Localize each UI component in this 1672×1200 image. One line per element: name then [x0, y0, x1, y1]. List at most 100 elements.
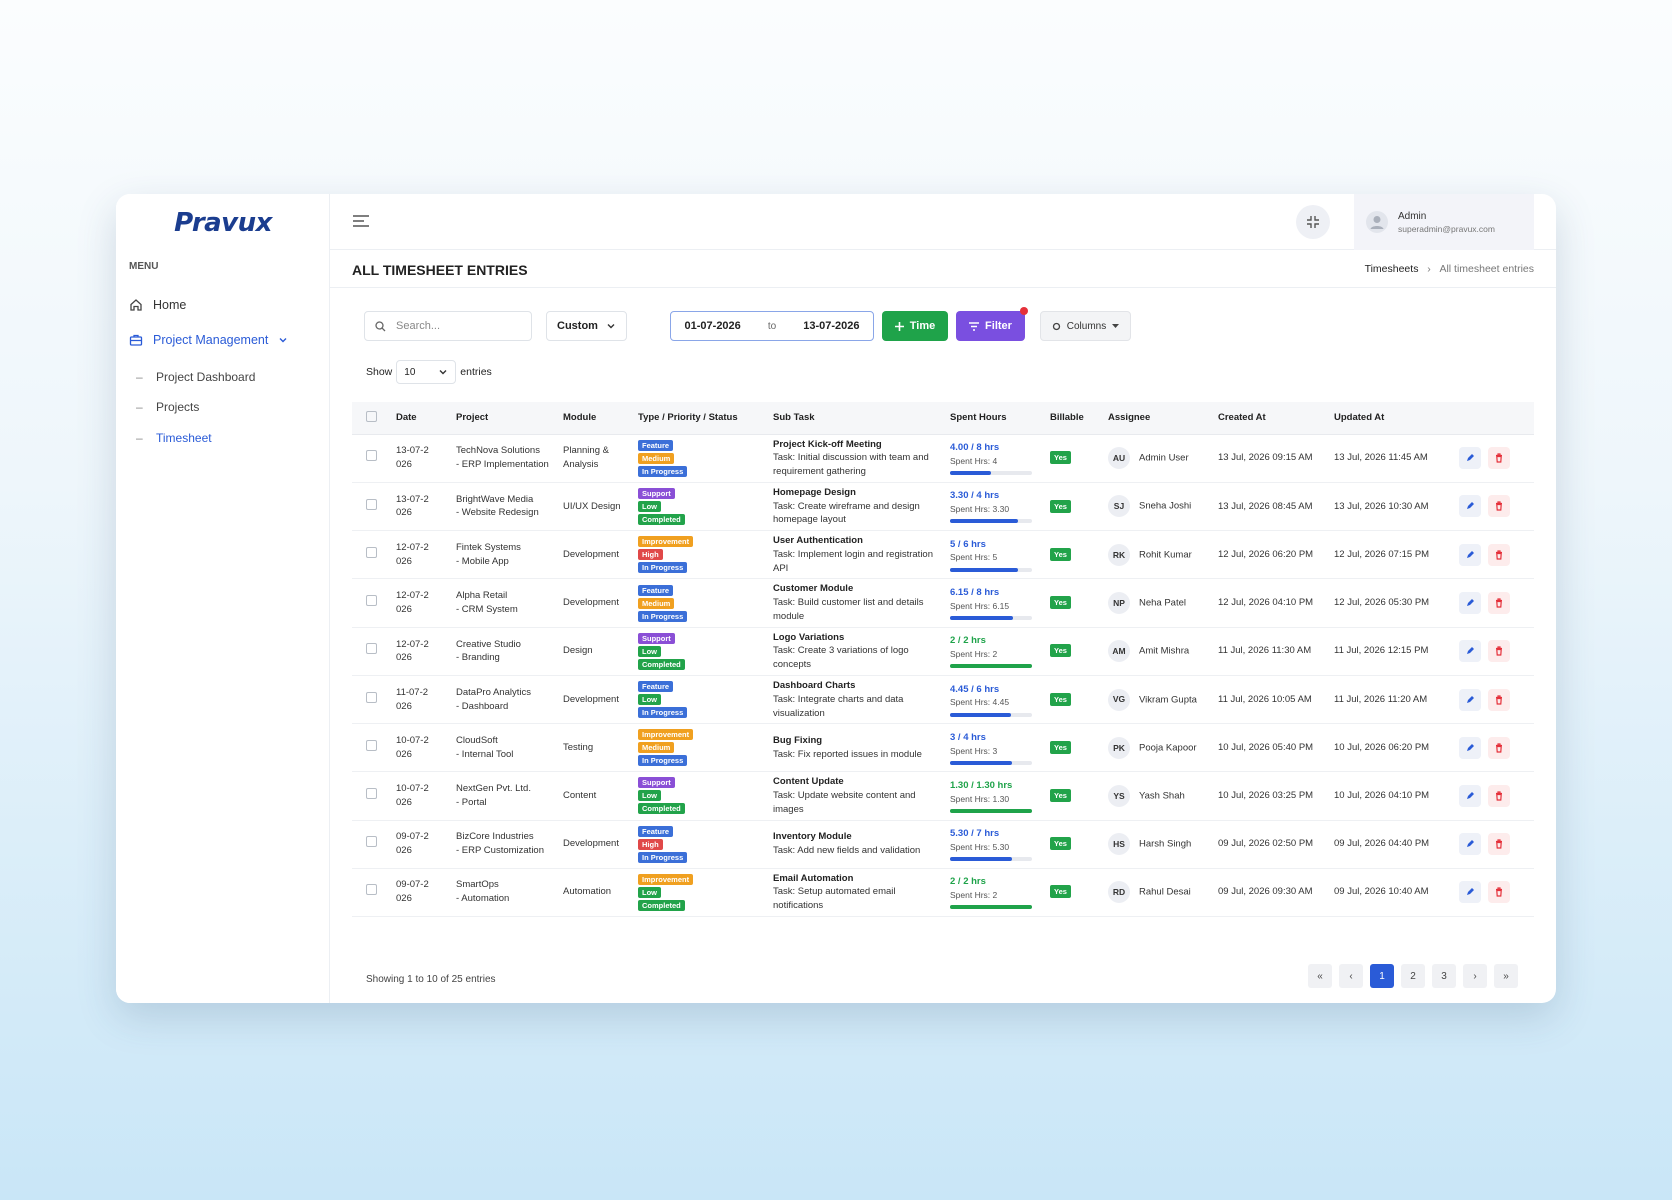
search-input[interactable]: Search...: [364, 311, 532, 341]
row-checkbox[interactable]: [366, 643, 377, 655]
subnav-text: Projects: [156, 400, 200, 414]
edit-button[interactable]: [1459, 833, 1481, 856]
module: Development: [563, 548, 619, 560]
table-cell: BrightWave Media - Website Redesign: [452, 482, 559, 532]
subproject: - CRM System: [456, 604, 518, 616]
table-row: 12-07-2026 Creative Studio - Branding Desig…: [352, 627, 1534, 676]
table-cell: 5 / 6 hrs Spent Hrs: 5: [946, 530, 1046, 580]
subnav[interactable]: – Project Dashboard: [136, 370, 256, 384]
column-header: Spent Hours: [946, 402, 1046, 435]
row-checkbox[interactable]: [366, 450, 377, 462]
table-cell: 11 Jul, 2026 10:05 AM: [1214, 675, 1330, 725]
delete-button[interactable]: [1488, 881, 1510, 904]
edit-button[interactable]: [1459, 640, 1481, 663]
hours: 3.30 / 4 hrs: [950, 490, 1000, 502]
column-header: Type / Priority / Status: [634, 402, 769, 435]
project: Creative Studio: [456, 638, 521, 650]
delete-button[interactable]: [1488, 592, 1510, 615]
select-all-checkbox[interactable]: [366, 410, 377, 422]
table-cell: HS Harsh Singh: [1104, 820, 1214, 869]
avatar: VG: [1108, 688, 1130, 711]
assignee: Vikram Gupta: [1139, 694, 1197, 706]
subnav[interactable]: – Projects: [136, 400, 200, 414]
date-range[interactable]: 01-07-2026 to 13-07-2026: [670, 311, 874, 341]
search-placeholder: Search...: [396, 320, 441, 332]
content-panel: Search... Custom 01-07-2026 to 13-07-202…: [352, 304, 1534, 994]
assignee: Pooja Kapoor: [1139, 742, 1197, 754]
edit-button[interactable]: [1459, 784, 1481, 807]
delete-button[interactable]: [1488, 543, 1510, 566]
icon: [1496, 743, 1502, 753]
user-menu[interactable]: Admin superadmin@pravux.com: [1354, 194, 1534, 250]
edit-button[interactable]: [1459, 543, 1481, 566]
table-cell: User Authentication Task: Implement login…: [769, 530, 946, 580]
delete-button[interactable]: [1488, 640, 1510, 663]
table-cell: 13 Jul, 2026 09:15 AM: [1214, 434, 1330, 483]
table-cell: SJ Sneha Joshi: [1104, 482, 1214, 532]
table-cell: Creative Studio - Branding: [452, 627, 559, 676]
date: 12-07-2026: [396, 590, 429, 616]
table-cell: Project Kick-off Meeting Task: Initial di…: [769, 434, 946, 483]
edit-button[interactable]: [1459, 592, 1481, 615]
row-checkbox[interactable]: [366, 595, 377, 607]
table-cell: AU Admin User: [1104, 434, 1214, 483]
page-button[interactable]: ›: [1463, 964, 1487, 988]
row-checkbox[interactable]: [366, 691, 377, 703]
delete-button[interactable]: [1488, 736, 1510, 759]
delete-button[interactable]: [1488, 447, 1510, 470]
edit-button[interactable]: [1459, 881, 1481, 904]
range-select[interactable]: Custom: [546, 311, 627, 341]
page-button[interactable]: »: [1494, 964, 1518, 988]
subproject: - Portal: [456, 796, 487, 808]
row-checkbox[interactable]: [366, 739, 377, 751]
row-checkbox[interactable]: [366, 498, 377, 510]
page-button[interactable]: 1: [1370, 964, 1394, 988]
page-button[interactable]: 2: [1401, 964, 1425, 988]
breadcrumb-link[interactable]: Timesheets: [1364, 263, 1419, 275]
nav-project-management[interactable]: Project Management: [129, 333, 288, 347]
table-cell: Content: [559, 771, 634, 821]
edit-button[interactable]: [1459, 736, 1481, 759]
delete-button[interactable]: [1488, 688, 1510, 711]
table-cell: [1455, 482, 1534, 532]
spent-hours: Spent Hrs: 4.45: [950, 697, 1010, 708]
nav-home[interactable]: Home: [129, 298, 186, 312]
table-cell: VG Vikram Gupta: [1104, 675, 1214, 725]
table-row: 13-07-2026 BrightWave Media - Website Rede…: [352, 482, 1534, 532]
subnav-active[interactable]: – Timesheet: [136, 431, 212, 445]
add-time-button[interactable]: Time: [882, 311, 948, 341]
badge: Low: [638, 645, 661, 657]
delete-button[interactable]: [1488, 495, 1510, 518]
delete-button[interactable]: [1488, 833, 1510, 856]
row-checkbox[interactable]: [366, 884, 377, 896]
icon: [1496, 598, 1502, 608]
created-at: 13 Jul, 2026 08:45 AM: [1218, 500, 1313, 512]
page-button[interactable]: 3: [1432, 964, 1456, 988]
delete-button[interactable]: [1488, 784, 1510, 807]
table-cell: Yes: [1046, 627, 1104, 676]
table-cell: [352, 627, 392, 676]
row-checkbox[interactable]: [366, 788, 377, 800]
page-button[interactable]: «: [1308, 964, 1332, 988]
row-checkbox[interactable]: [366, 546, 377, 558]
edit-button[interactable]: [1459, 688, 1481, 711]
sub-task-title: Customer Module: [773, 583, 854, 595]
filter-button[interactable]: Filter: [956, 307, 1028, 341]
row-checkbox[interactable]: [366, 836, 377, 848]
table-cell: Yes: [1046, 723, 1104, 773]
table-cell: NP Neha Patel: [1104, 578, 1214, 628]
sub-task-title: Bug Fixing: [773, 735, 823, 747]
columns-button[interactable]: Columns: [1040, 311, 1131, 341]
edit-button[interactable]: [1459, 495, 1481, 518]
table-cell: TechNova Solutions - ERP Implementation: [452, 434, 559, 483]
hamburger[interactable]: [352, 214, 370, 228]
assignee: Rohit Kumar: [1139, 549, 1192, 561]
range-value: Custom: [557, 320, 598, 332]
edit-button[interactable]: [1459, 447, 1481, 470]
page-size-select[interactable]: 10: [396, 360, 457, 384]
table-cell: Feature Medium In Progress: [634, 578, 769, 628]
page-button[interactable]: ‹: [1339, 964, 1363, 988]
fullscreen-button[interactable]: [1296, 205, 1330, 239]
date-separator: to: [767, 320, 777, 332]
project: SmartOps: [456, 879, 499, 891]
